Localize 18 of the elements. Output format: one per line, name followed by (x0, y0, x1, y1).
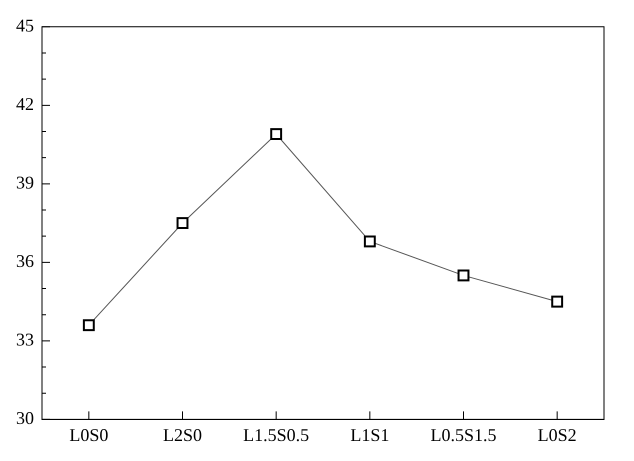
y-tick-label: 36 (16, 251, 34, 272)
point (364, 235, 376, 248)
point (176, 217, 188, 230)
x-tick-label: L0.5S1.5 (430, 424, 497, 445)
y-tick-label: 33 (16, 330, 34, 350)
point (270, 128, 282, 140)
y-tick-label: 42 (16, 94, 34, 114)
point (458, 269, 470, 282)
y-tick-label: 45 (16, 16, 34, 36)
point (551, 296, 564, 308)
y-tick-label: 30 (16, 408, 34, 428)
x-tick-label: L1.5S0.5 (243, 424, 310, 445)
x-tick-label: L0S2 (538, 424, 577, 445)
x-tick-label: L2S0 (162, 424, 202, 445)
x-tick-label: L0S0 (69, 424, 108, 445)
point (82, 319, 95, 332)
y-tick-label: 39 (16, 172, 34, 193)
x-tick-label: L1S1 (350, 424, 390, 445)
